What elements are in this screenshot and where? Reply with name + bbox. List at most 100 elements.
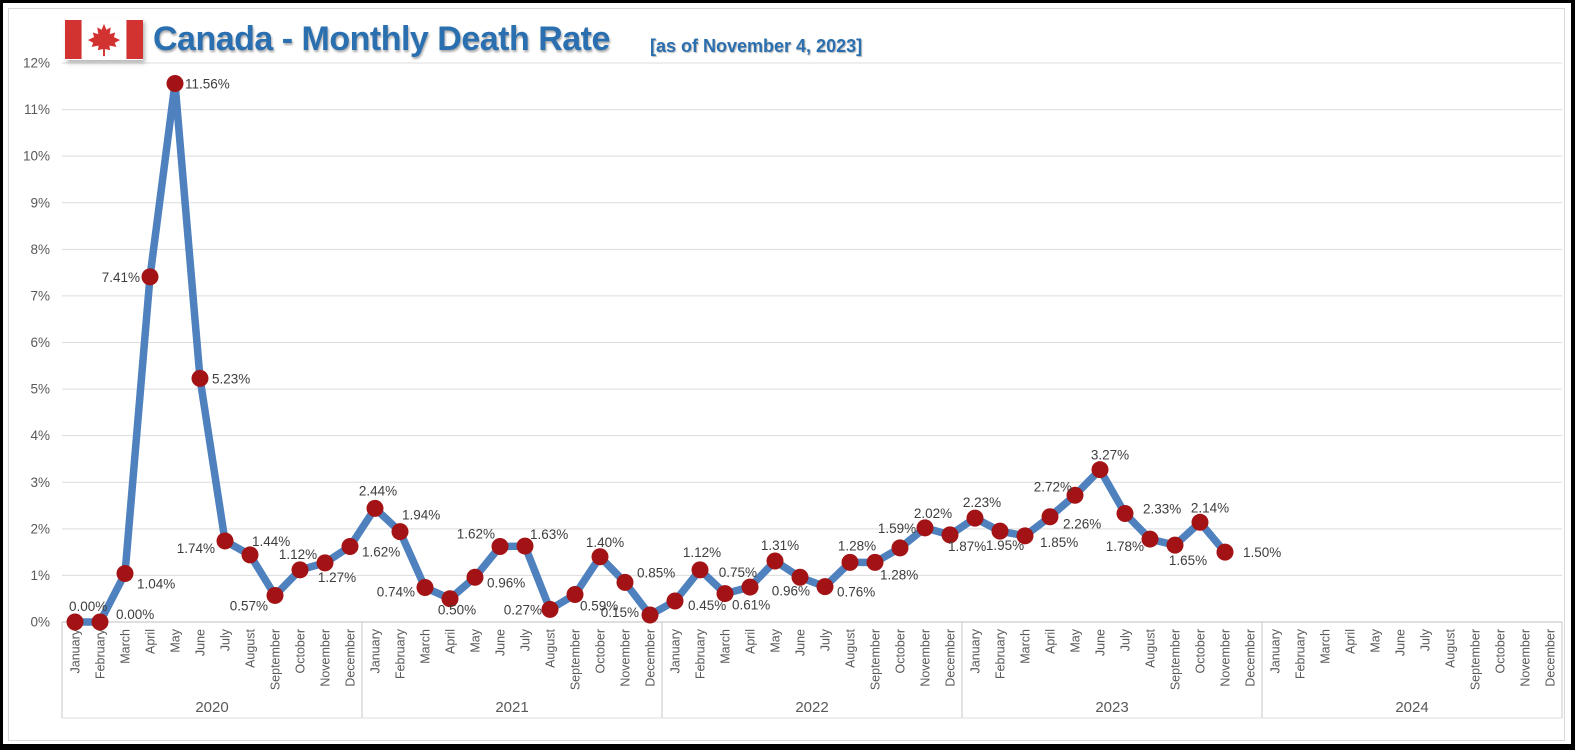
- data-point-August-2022[interactable]: [841, 553, 859, 571]
- data-point-July-2023[interactable]: [1116, 504, 1134, 522]
- y-axis-tick-label: 5%: [30, 382, 50, 397]
- data-label-May-2020: 11.56%: [185, 77, 230, 92]
- data-point-August-2020[interactable]: [241, 546, 259, 564]
- data-point-August-2021[interactable]: [541, 600, 559, 618]
- data-label-January-2020: 0.00%: [69, 599, 107, 614]
- month-axis-label: July: [1419, 628, 1433, 651]
- data-point-September-2022[interactable]: [866, 553, 884, 571]
- month-axis-label: July: [819, 628, 833, 651]
- data-point-May-2021[interactable]: [466, 568, 484, 586]
- data-label-June-2022: 0.96%: [772, 583, 810, 598]
- data-point-May-2023[interactable]: [1066, 486, 1084, 504]
- data-label-October-2020: 1.12%: [279, 547, 317, 562]
- month-axis-label: February: [994, 628, 1008, 679]
- data-point-June-2022[interactable]: [791, 568, 809, 586]
- data-point-January-2023[interactable]: [966, 509, 984, 527]
- data-point-June-2023[interactable]: [1091, 461, 1109, 479]
- data-point-January-2020[interactable]: [66, 613, 84, 631]
- month-axis-label: February: [94, 628, 108, 679]
- data-point-September-2023[interactable]: [1166, 536, 1184, 554]
- data-label-June-2023: 3.27%: [1091, 448, 1129, 463]
- data-point-December-2021[interactable]: [641, 606, 659, 624]
- data-label-May-2023: 2.72%: [1034, 479, 1072, 494]
- data-point-October-2023[interactable]: [1191, 513, 1209, 531]
- data-label-September-2023: 1.65%: [1169, 553, 1207, 568]
- month-axis-label: August: [544, 628, 558, 667]
- data-point-April-2021[interactable]: [441, 590, 459, 608]
- data-label-August-2020: 1.44%: [252, 534, 290, 549]
- data-point-February-2020[interactable]: [91, 613, 109, 631]
- data-point-March-2022[interactable]: [716, 585, 734, 603]
- data-label-December-2020: 1.62%: [362, 545, 400, 560]
- data-point-November-2020[interactable]: [316, 554, 334, 572]
- data-label-November-2022: 2.02%: [914, 506, 952, 521]
- data-point-December-2020[interactable]: [341, 538, 359, 556]
- data-point-September-2020[interactable]: [266, 586, 284, 604]
- data-point-July-2021[interactable]: [516, 537, 534, 555]
- month-axis-label: September: [869, 629, 883, 690]
- data-label-July-2023: 2.33%: [1143, 501, 1181, 516]
- data-point-May-2020[interactable]: [166, 75, 184, 93]
- month-axis-label: October: [894, 629, 908, 673]
- month-axis-label: June: [794, 629, 808, 656]
- data-point-July-2022[interactable]: [816, 578, 834, 596]
- data-point-November-2023[interactable]: [1216, 543, 1234, 561]
- data-label-January-2023: 2.23%: [963, 495, 1001, 510]
- data-point-September-2021[interactable]: [566, 586, 584, 604]
- data-point-February-2021[interactable]: [391, 523, 409, 541]
- data-label-March-2021: 0.74%: [377, 585, 415, 600]
- data-label-August-2021: 0.27%: [504, 602, 542, 617]
- data-point-May-2022[interactable]: [766, 552, 784, 570]
- data-label-May-2022: 1.31%: [761, 538, 799, 553]
- month-axis-label: December: [1244, 629, 1258, 687]
- data-point-February-2022[interactable]: [691, 561, 709, 579]
- month-axis-label: June: [494, 629, 508, 656]
- data-label-February-2022: 1.12%: [683, 545, 721, 560]
- data-label-November-2023: 1.50%: [1243, 545, 1281, 560]
- data-label-November-2021: 0.85%: [637, 565, 675, 580]
- month-axis-label: March: [1319, 629, 1333, 664]
- month-axis-label: March: [719, 629, 733, 664]
- month-axis-label: January: [669, 628, 683, 673]
- data-label-March-2023: 1.85%: [1040, 535, 1078, 550]
- data-point-April-2022[interactable]: [741, 578, 759, 596]
- month-axis-label: August: [844, 628, 858, 667]
- data-point-June-2020[interactable]: [191, 369, 209, 387]
- month-axis-label: December: [344, 629, 358, 687]
- data-point-April-2023[interactable]: [1041, 508, 1059, 526]
- month-axis-label: April: [1044, 629, 1058, 654]
- data-point-April-2020[interactable]: [141, 268, 159, 286]
- y-axis-tick-label: 3%: [30, 475, 50, 490]
- data-point-December-2022[interactable]: [941, 526, 959, 544]
- data-point-November-2021[interactable]: [616, 573, 634, 591]
- year-axis-label: 2022: [795, 699, 828, 716]
- data-point-October-2022[interactable]: [891, 539, 909, 557]
- data-point-January-2022[interactable]: [666, 592, 684, 610]
- y-axis-tick-label: 1%: [30, 568, 50, 583]
- data-label-April-2020: 7.41%: [102, 270, 140, 285]
- data-point-January-2021[interactable]: [366, 499, 384, 517]
- data-point-March-2021[interactable]: [416, 579, 434, 597]
- data-label-July-2020: 1.74%: [177, 541, 215, 556]
- data-label-March-2020: 1.04%: [137, 577, 175, 592]
- data-point-March-2023[interactable]: [1016, 527, 1034, 545]
- data-point-July-2020[interactable]: [216, 532, 234, 550]
- data-label-June-2020: 5.23%: [212, 371, 250, 386]
- data-point-August-2023[interactable]: [1141, 530, 1159, 548]
- data-point-February-2023[interactable]: [991, 522, 1009, 540]
- data-label-April-2023: 2.26%: [1063, 517, 1101, 532]
- month-axis-label: September: [1169, 629, 1183, 690]
- month-axis-label: February: [1294, 628, 1308, 679]
- data-point-June-2021[interactable]: [491, 538, 509, 556]
- year-axis-label: 2023: [1095, 699, 1128, 716]
- data-point-October-2020[interactable]: [291, 561, 309, 579]
- month-axis-label: July: [519, 628, 533, 651]
- data-point-October-2021[interactable]: [591, 548, 609, 566]
- data-point-March-2020[interactable]: [116, 565, 134, 583]
- month-axis-label: November: [1519, 629, 1533, 687]
- data-label-October-2022: 1.59%: [878, 521, 916, 536]
- month-axis-label: November: [319, 629, 333, 687]
- data-point-November-2022[interactable]: [916, 519, 934, 537]
- data-label-June-2021: 1.62%: [457, 527, 495, 542]
